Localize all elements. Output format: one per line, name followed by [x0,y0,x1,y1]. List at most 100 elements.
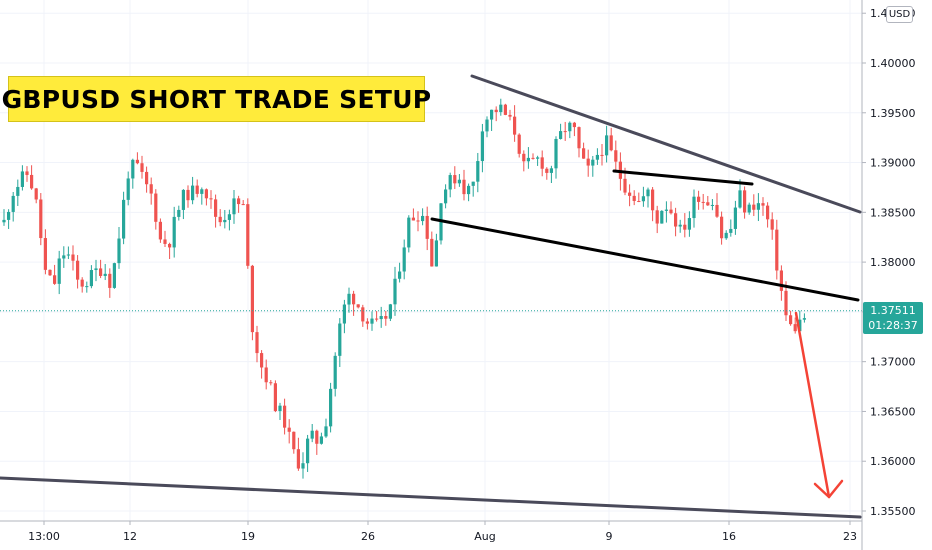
candle-body [283,405,287,428]
y-tick-label: 1.36000 [870,455,916,468]
candle-body [568,122,572,132]
candle-body [384,316,388,319]
y-tick-label: 1.40000 [870,57,916,70]
candle-body [172,216,176,248]
candle-body [76,260,80,280]
x-tick-label: 12 [123,530,137,543]
x-tick-label: 23 [843,530,857,543]
candle-body [103,273,107,276]
candle-body [48,269,52,276]
candle-body [237,198,241,205]
candle-body [301,463,305,469]
candle-body [310,430,314,439]
candle-body [278,405,282,412]
x-tick-label: 13:00 [28,530,60,543]
candle-body [20,171,24,187]
candle-body [467,185,471,195]
candle-body [646,189,650,197]
chart-title-box: GBPUSD SHORT TRADE SETUP [2,76,431,122]
candle-body [664,209,668,211]
candle-body [563,131,567,133]
candle-body [444,189,448,204]
candle-body [628,192,632,196]
candle-body [154,193,158,222]
candle-body [296,449,300,469]
candle-body [715,204,719,217]
candle-body [701,201,705,203]
candle-body [292,431,296,450]
candle-body [200,189,204,194]
candle-body [393,278,397,305]
candle-body [614,150,618,162]
candle-body [30,174,34,189]
candle-body [94,268,98,271]
candle-body [315,430,319,444]
candle-body [39,199,43,239]
candle-body [710,204,714,206]
candle-body [89,270,93,287]
candle-body [453,175,457,184]
candle-body [181,189,185,210]
candle-body [729,228,733,233]
candle-body [756,203,760,210]
candle-body [122,199,126,239]
candle-body [733,207,737,229]
candle-body [674,213,678,227]
candle-body [347,293,351,305]
candle-body [499,104,503,113]
candle-body [241,204,245,206]
candle-body [623,178,627,193]
candle-body [549,168,553,173]
candle-body [379,316,383,320]
candle-body [126,178,130,200]
candle-body [641,196,645,202]
candle-body [117,238,121,264]
candle-body [494,109,498,113]
candle-body [227,214,231,220]
candle-body [784,290,788,316]
x-tick-label: 19 [241,530,255,543]
candle-body [223,219,227,223]
candle-body [761,203,765,206]
candle-body [7,211,11,220]
trendlines [0,74,862,519]
y-tick-label: 1.38000 [870,256,916,269]
candle-body [747,204,751,213]
axes [0,0,863,550]
candle-body [554,138,558,169]
y-tick-label: 1.37000 [870,356,916,369]
candle-body [398,271,402,279]
currency-badge[interactable]: USD [886,6,913,23]
y-axis-ticks[interactable]: 1.355001.360001.365001.370001.375001.380… [862,7,916,518]
candle-body [163,239,167,244]
candle-body [600,154,604,156]
candle-body [430,238,434,267]
last-price-value: 1.37511 [870,304,916,317]
candle-body [766,205,770,220]
candle-body [11,195,15,212]
candle-body [793,324,797,332]
candle-body [724,232,728,239]
candle-body [16,186,20,196]
bar-countdown: 01:28:37 [868,319,918,332]
candle-body [738,190,742,208]
candle-body [177,209,181,217]
candle-body [522,153,526,162]
arrow-head [813,479,844,499]
candle-body [798,319,802,332]
x-tick-label: 9 [606,530,613,543]
candle-body [352,293,356,305]
candle-body [425,215,429,239]
y-tick-label: 1.39000 [870,157,916,170]
candle-body [513,116,517,135]
candle-body [536,157,540,159]
candle-body [421,215,425,222]
x-axis-ticks[interactable]: 13:00 12 19 26 Aug 9 16 23 [28,521,857,543]
candle-body [209,198,213,200]
candle-body [149,184,153,194]
candle-body [269,382,273,384]
candle-body [57,258,61,284]
candle-body [195,185,199,194]
candle-body [66,254,70,256]
